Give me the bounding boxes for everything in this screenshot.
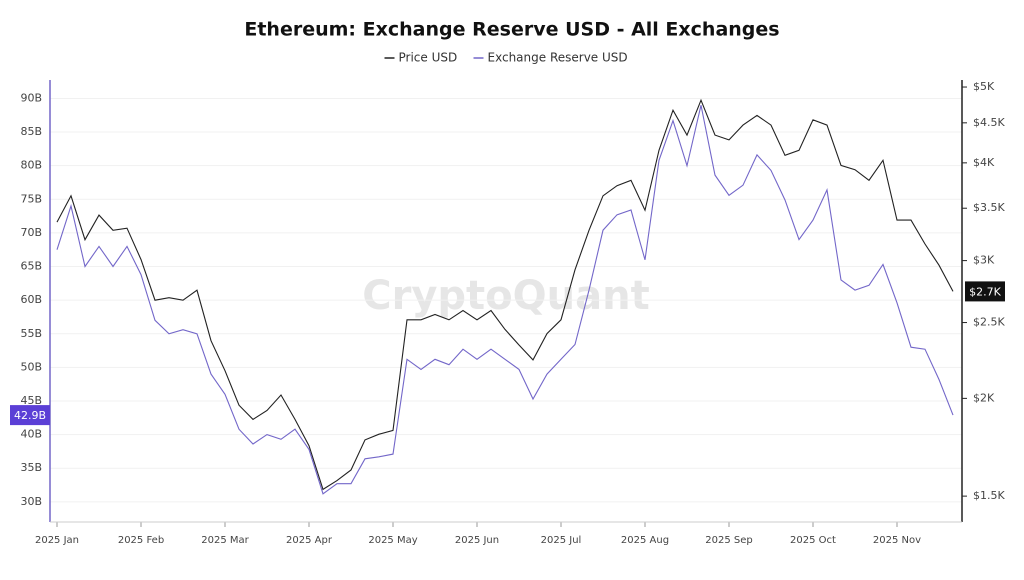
series-line bbox=[56, 98, 954, 491]
watermark: CryptoQuant bbox=[362, 273, 649, 319]
y-tick-label: 55B bbox=[20, 327, 42, 340]
x-tick-label: 2025 Sep bbox=[705, 535, 752, 546]
x-tick-label: 2025 Oct bbox=[790, 535, 836, 546]
end-badge bbox=[10, 405, 50, 426]
x-tick-label: 2025 Jul bbox=[541, 535, 582, 546]
x-tick-label: 2025 Feb bbox=[118, 535, 164, 546]
y-tick-label: 75B bbox=[20, 192, 42, 205]
y-tick-label: 70B bbox=[20, 226, 42, 239]
y-tick-label: 35B bbox=[20, 461, 42, 474]
series-line bbox=[56, 105, 954, 495]
y2-tick-label: $4K bbox=[973, 156, 995, 169]
x-tick-label: 2025 Jan bbox=[35, 535, 79, 546]
y-tick-label: 60B bbox=[20, 293, 42, 306]
end-label: $2.7K bbox=[969, 285, 1001, 298]
y2-tick-label: $2K bbox=[973, 391, 995, 404]
y2-tick-label: $3.5K bbox=[973, 201, 1005, 214]
x-tick-label: 2025 Apr bbox=[286, 535, 333, 546]
end-label: 42.9B bbox=[14, 409, 46, 422]
x-tick-label: 2025 Nov bbox=[873, 535, 921, 546]
chart-title: Ethereum: Exchange Reserve USD - All Exc… bbox=[244, 19, 779, 41]
y-tick-label: 85B bbox=[20, 125, 42, 138]
y2-tick-label: $3K bbox=[973, 254, 995, 267]
end-badge bbox=[965, 281, 1005, 302]
x-tick-label: 2025 Mar bbox=[201, 535, 249, 546]
y2-tick-label: $5K bbox=[973, 80, 995, 93]
y-tick-label: 80B bbox=[20, 159, 42, 172]
y-tick-label: 65B bbox=[20, 260, 42, 273]
y2-tick-label: $1.5K bbox=[973, 489, 1005, 502]
y-tick-label: 50B bbox=[20, 360, 42, 373]
y2-tick-label: $4.5K bbox=[973, 116, 1005, 129]
x-tick-label: 2025 Jun bbox=[455, 535, 499, 546]
y-tick-label: 45B bbox=[20, 394, 42, 407]
y-tick-label: 30B bbox=[20, 495, 42, 508]
y-tick-label: 90B bbox=[20, 91, 42, 104]
x-tick-label: 2025 Aug bbox=[621, 535, 669, 546]
legend-label: Price USD bbox=[399, 51, 458, 65]
y2-tick-label: $2.5K bbox=[973, 316, 1005, 329]
legend-label: Exchange Reserve USD bbox=[488, 51, 628, 65]
y-tick-label: 40B bbox=[20, 428, 42, 441]
x-tick-label: 2025 May bbox=[368, 535, 417, 546]
